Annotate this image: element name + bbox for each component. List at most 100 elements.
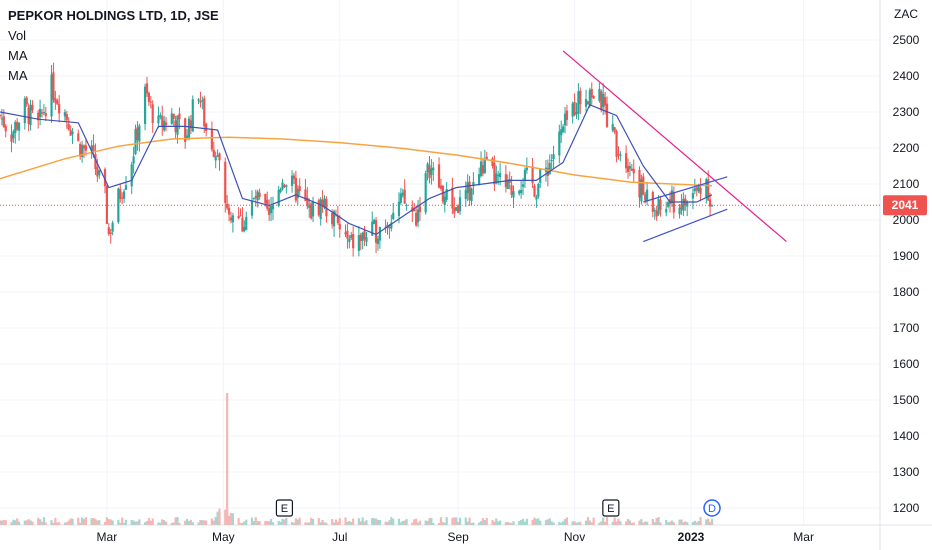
candle-body[interactable] bbox=[277, 189, 280, 206]
candle-body[interactable] bbox=[189, 120, 192, 129]
candle-body[interactable] bbox=[218, 153, 221, 161]
candle-body[interactable] bbox=[397, 201, 401, 217]
candle-body[interactable] bbox=[605, 103, 609, 127]
candle-body[interactable] bbox=[67, 123, 70, 130]
candle-body[interactable] bbox=[644, 194, 647, 201]
candle-body[interactable] bbox=[588, 89, 591, 106]
candle-body[interactable] bbox=[216, 155, 219, 157]
candle-body[interactable] bbox=[134, 129, 137, 155]
symbol-title[interactable]: PEPKOR HOLDINGS LTD, 1D, JSE bbox=[8, 8, 219, 23]
candle-body[interactable] bbox=[655, 210, 658, 217]
candle-body[interactable] bbox=[577, 91, 580, 114]
candle-body[interactable] bbox=[439, 185, 443, 189]
candle-body[interactable] bbox=[58, 104, 61, 114]
candle-body[interactable] bbox=[317, 200, 320, 216]
candle-body[interactable] bbox=[298, 185, 301, 192]
candle-body[interactable] bbox=[201, 100, 204, 102]
candle-body[interactable] bbox=[31, 104, 34, 111]
candle-body[interactable] bbox=[226, 203, 229, 209]
candle-body[interactable] bbox=[361, 232, 364, 241]
candle-body[interactable] bbox=[630, 168, 633, 171]
candle-body[interactable] bbox=[323, 198, 326, 208]
candle-body[interactable] bbox=[239, 215, 242, 217]
candle-body[interactable] bbox=[258, 192, 261, 198]
candle-body[interactable] bbox=[80, 144, 84, 157]
candle-body[interactable] bbox=[264, 193, 267, 204]
candle-body[interactable] bbox=[470, 188, 473, 202]
candle-body[interactable] bbox=[143, 86, 147, 124]
candle-body[interactable] bbox=[533, 185, 536, 197]
candle-body[interactable] bbox=[348, 238, 351, 243]
candle-body[interactable] bbox=[573, 102, 576, 116]
candle-body[interactable] bbox=[109, 232, 112, 234]
candle-body[interactable] bbox=[518, 190, 521, 194]
candle-body[interactable] bbox=[642, 176, 645, 195]
candle-body[interactable] bbox=[537, 184, 540, 197]
candle-body[interactable] bbox=[42, 112, 46, 114]
candle-body[interactable] bbox=[371, 221, 374, 236]
candle-body[interactable] bbox=[363, 230, 366, 240]
candle-body[interactable] bbox=[579, 90, 582, 105]
candle-body[interactable] bbox=[281, 182, 284, 190]
candle-body[interactable] bbox=[23, 98, 26, 124]
candle-body[interactable] bbox=[227, 207, 231, 215]
candle-body[interactable] bbox=[680, 204, 683, 210]
candle-body[interactable] bbox=[506, 179, 509, 190]
candle-body[interactable] bbox=[374, 220, 378, 243]
candle-body[interactable] bbox=[245, 217, 248, 230]
candle-body[interactable] bbox=[10, 134, 13, 142]
candle-body[interactable] bbox=[52, 72, 55, 100]
candle-body[interactable] bbox=[432, 167, 435, 171]
candle-body[interactable] bbox=[535, 196, 538, 200]
candle-body[interactable] bbox=[250, 200, 254, 216]
candle-body[interactable] bbox=[619, 154, 622, 156]
candle-body[interactable] bbox=[130, 164, 133, 187]
candle-body[interactable] bbox=[283, 185, 286, 188]
candle-body[interactable] bbox=[426, 163, 429, 173]
legend-ma-slow[interactable]: MA bbox=[8, 68, 28, 83]
candle-body[interactable] bbox=[185, 135, 189, 139]
candle-body[interactable] bbox=[479, 161, 483, 176]
candle-body[interactable] bbox=[214, 156, 217, 161]
candle-body[interactable] bbox=[12, 131, 15, 139]
candle-body[interactable] bbox=[163, 120, 166, 131]
candle-body[interactable] bbox=[510, 185, 513, 195]
candle-body[interactable] bbox=[499, 173, 502, 178]
candle-body[interactable] bbox=[69, 129, 72, 136]
candle-body[interactable] bbox=[119, 189, 122, 200]
candle-body[interactable] bbox=[241, 217, 244, 232]
candle-body[interactable] bbox=[575, 112, 578, 115]
candle-body[interactable] bbox=[332, 211, 336, 227]
candle-body[interactable] bbox=[493, 163, 496, 185]
candle-body[interactable] bbox=[161, 116, 164, 128]
candle-body[interactable] bbox=[552, 154, 555, 160]
candle-body[interactable] bbox=[415, 212, 418, 226]
candle-body[interactable] bbox=[491, 158, 494, 166]
candle-body[interactable] bbox=[483, 160, 486, 173]
candle-body[interactable] bbox=[546, 167, 549, 176]
candle-body[interactable] bbox=[178, 113, 181, 120]
candle-body[interactable] bbox=[466, 182, 469, 194]
candle-body[interactable] bbox=[525, 167, 528, 171]
candle-body[interactable] bbox=[56, 100, 59, 105]
candle-body[interactable] bbox=[611, 124, 614, 131]
dividend-marker[interactable] bbox=[703, 499, 721, 517]
candle-body[interactable] bbox=[199, 100, 202, 103]
candle-body[interactable] bbox=[176, 115, 179, 135]
candle-body[interactable] bbox=[437, 164, 441, 188]
candle-body[interactable] bbox=[4, 125, 7, 132]
candle-body[interactable] bbox=[512, 191, 515, 198]
candle-body[interactable] bbox=[478, 174, 481, 185]
candle-body[interactable] bbox=[373, 219, 376, 225]
candle-body[interactable] bbox=[304, 189, 307, 201]
candle-body[interactable] bbox=[65, 114, 68, 121]
candle-body[interactable] bbox=[229, 217, 233, 221]
candle-body[interactable] bbox=[468, 181, 471, 201]
candle-body[interactable] bbox=[352, 234, 355, 249]
candle-body[interactable] bbox=[107, 227, 110, 235]
candle-body[interactable] bbox=[613, 127, 616, 132]
candle-body[interactable] bbox=[254, 195, 257, 199]
candle-body[interactable] bbox=[203, 98, 206, 127]
candle-body[interactable] bbox=[268, 208, 271, 215]
